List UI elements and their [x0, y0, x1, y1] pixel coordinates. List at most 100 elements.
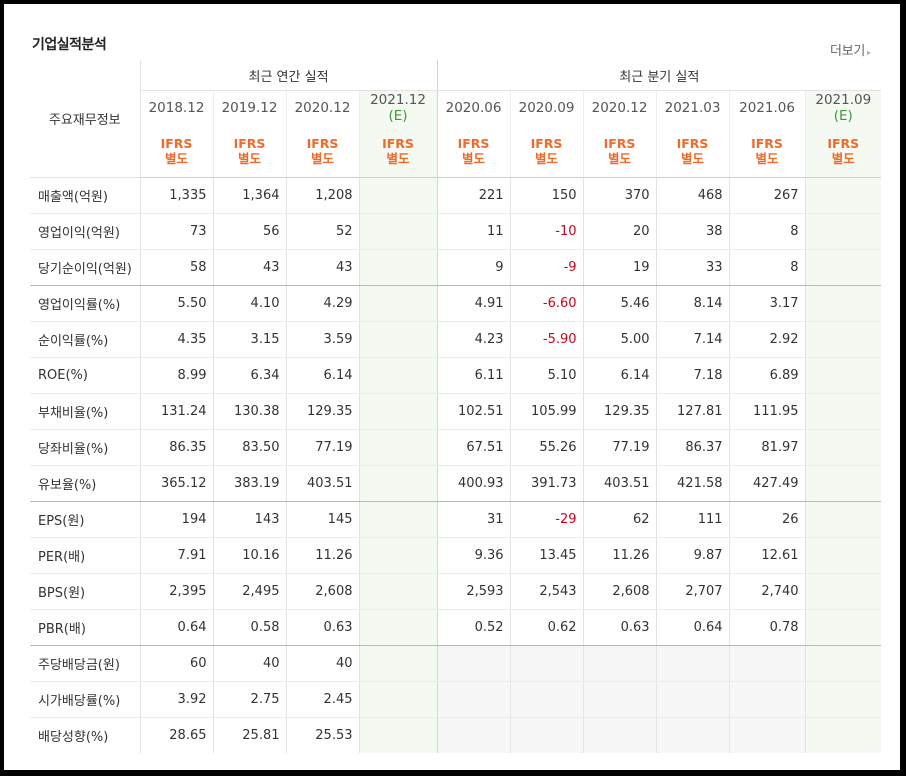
table-cell: 6.11 [436, 357, 511, 394]
ifrs-badge: IFRS 별도 [436, 125, 511, 178]
table-cell: 1,335 [140, 177, 213, 214]
table-cell: 3.59 [285, 321, 359, 358]
row-label: PER(배) [30, 537, 141, 574]
more-label[interactable]: 더보기 [830, 44, 865, 59]
table-cell: 20 [582, 213, 657, 250]
separate-label: 별도 [608, 151, 632, 166]
table-cell: 2,608 [285, 573, 359, 610]
separate-label: 별도 [462, 151, 486, 166]
ifrs-label: IFRS [160, 136, 193, 151]
table-cell: 111.95 [728, 393, 806, 430]
table-cell: -5.90 [509, 321, 584, 358]
table-cell: 3.92 [140, 681, 213, 718]
row-label: 영업이익(억원) [30, 213, 141, 250]
table-cell: 421.58 [655, 465, 730, 502]
period-label: 2020.06 [445, 100, 502, 116]
table-row: ROE(%) 8.99 6.34 6.14 6.11 5.10 6.14 7.18 6.89 [30, 357, 882, 394]
table-cell: 2,707 [655, 573, 730, 610]
table-cell: 77.19 [582, 429, 657, 466]
table-cell: -6.60 [509, 285, 584, 322]
table-cell: 150 [509, 177, 584, 214]
period-header-row: 2018.12 2019.12 2020.12 2021.12 (E) 2020.06 20… [30, 90, 882, 125]
table-cell: 9 [436, 249, 511, 286]
table-cell: 131.24 [140, 393, 213, 430]
ifrs-badge: IFRS 별도 [728, 125, 806, 178]
table-cell [655, 717, 730, 753]
table-cell: 11.26 [582, 537, 657, 574]
table-cell: 19 [582, 249, 657, 286]
table-cell [728, 717, 806, 753]
table-row: 영업이익(억원) 73 56 52 11 -10 20 38 8 [30, 213, 882, 250]
table-cell [804, 681, 882, 718]
table-cell [509, 645, 584, 682]
table-row: 당기순이익(억원) 58 43 43 9 -9 19 33 8 [30, 249, 882, 286]
table-cell: 3.17 [728, 285, 806, 322]
table-cell: 6.14 [582, 357, 657, 394]
ifrs-label: IFRS [676, 136, 709, 151]
table-cell [582, 645, 657, 682]
table-cell: 33 [655, 249, 730, 286]
table-cell [804, 609, 882, 646]
table-cell: 9.36 [436, 537, 511, 574]
table-cell: 4.29 [285, 285, 359, 322]
table-cell: 52 [285, 213, 359, 250]
period-label: 2018.12 [148, 100, 205, 116]
period-label: 2019.12 [221, 100, 278, 116]
separate-label: 별도 [386, 151, 410, 166]
table-cell: 8 [728, 249, 806, 286]
table-cell [436, 681, 511, 718]
table-cell [804, 393, 882, 430]
row-label: 매출액(억원) [30, 177, 141, 214]
table-cell [804, 717, 882, 753]
table-cell: 4.35 [140, 321, 213, 358]
table-cell: -29 [509, 501, 584, 538]
table-cell: 86.35 [140, 429, 213, 466]
row-label: ROE(%) [30, 357, 141, 394]
table-cell [358, 645, 438, 682]
table-cell: 11.26 [285, 537, 359, 574]
annual-group-header: 최근 연간 실적 [140, 60, 438, 91]
ifrs-label: IFRS [603, 136, 636, 151]
table-cell: 25.53 [285, 717, 359, 753]
table-cell [358, 393, 438, 430]
table-cell: 111 [655, 501, 730, 538]
table-cell [358, 177, 438, 214]
ifrs-badge: IFRS 별도 [655, 125, 730, 178]
table-cell: -10 [509, 213, 584, 250]
table-cell: 391.73 [509, 465, 584, 502]
table-cell [509, 717, 584, 753]
quarterly-group-header: 최근 분기 실적 [437, 60, 882, 91]
table-cell: 8 [728, 213, 806, 250]
table-cell: 130.38 [212, 393, 286, 430]
table-cell [582, 717, 657, 753]
table-row: 주당배당금(원) 60 40 40 [30, 645, 882, 682]
table-cell: 2.75 [212, 681, 286, 718]
row-label: 순이익률(%) [30, 321, 141, 358]
table-cell: 400.93 [436, 465, 511, 502]
table-row: 유보율(%) 365.12 383.19 403.51 400.93 391.73 403.… [30, 465, 882, 502]
table-cell [358, 429, 438, 466]
table-cell: 77.19 [285, 429, 359, 466]
table-cell: 26 [728, 501, 806, 538]
table-cell [509, 681, 584, 718]
table-cell: 2,740 [728, 573, 806, 610]
row-label: PBR(배) [30, 609, 141, 646]
table-cell: 9.87 [655, 537, 730, 574]
table-row: BPS(원) 2,395 2,495 2,608 2,593 2,543 2,608 2,70… [30, 573, 882, 610]
table-cell: 127.81 [655, 393, 730, 430]
table-cell: 0.78 [728, 609, 806, 646]
table-cell: 427.49 [728, 465, 806, 502]
table-cell: 365.12 [140, 465, 213, 502]
table-cell: 25.81 [212, 717, 286, 753]
ifrs-badge: IFRS 별도 [212, 125, 286, 178]
ifrs-badge: IFRS 별도 [509, 125, 584, 178]
period-label: 2020.12 [294, 100, 351, 116]
table-cell [358, 249, 438, 286]
table-cell: 403.51 [285, 465, 359, 502]
table-row: 부채비율(%) 131.24 130.38 129.35 102.51 105.99 129… [30, 393, 882, 430]
more-link[interactable]: 더보기 ▸ [830, 40, 871, 59]
table-cell: 5.50 [140, 285, 213, 322]
table-cell: 0.63 [582, 609, 657, 646]
table-row: PER(배) 7.91 10.16 11.26 9.36 13.45 11.26 9.87 12… [30, 537, 882, 574]
table-cell: 10.16 [212, 537, 286, 574]
